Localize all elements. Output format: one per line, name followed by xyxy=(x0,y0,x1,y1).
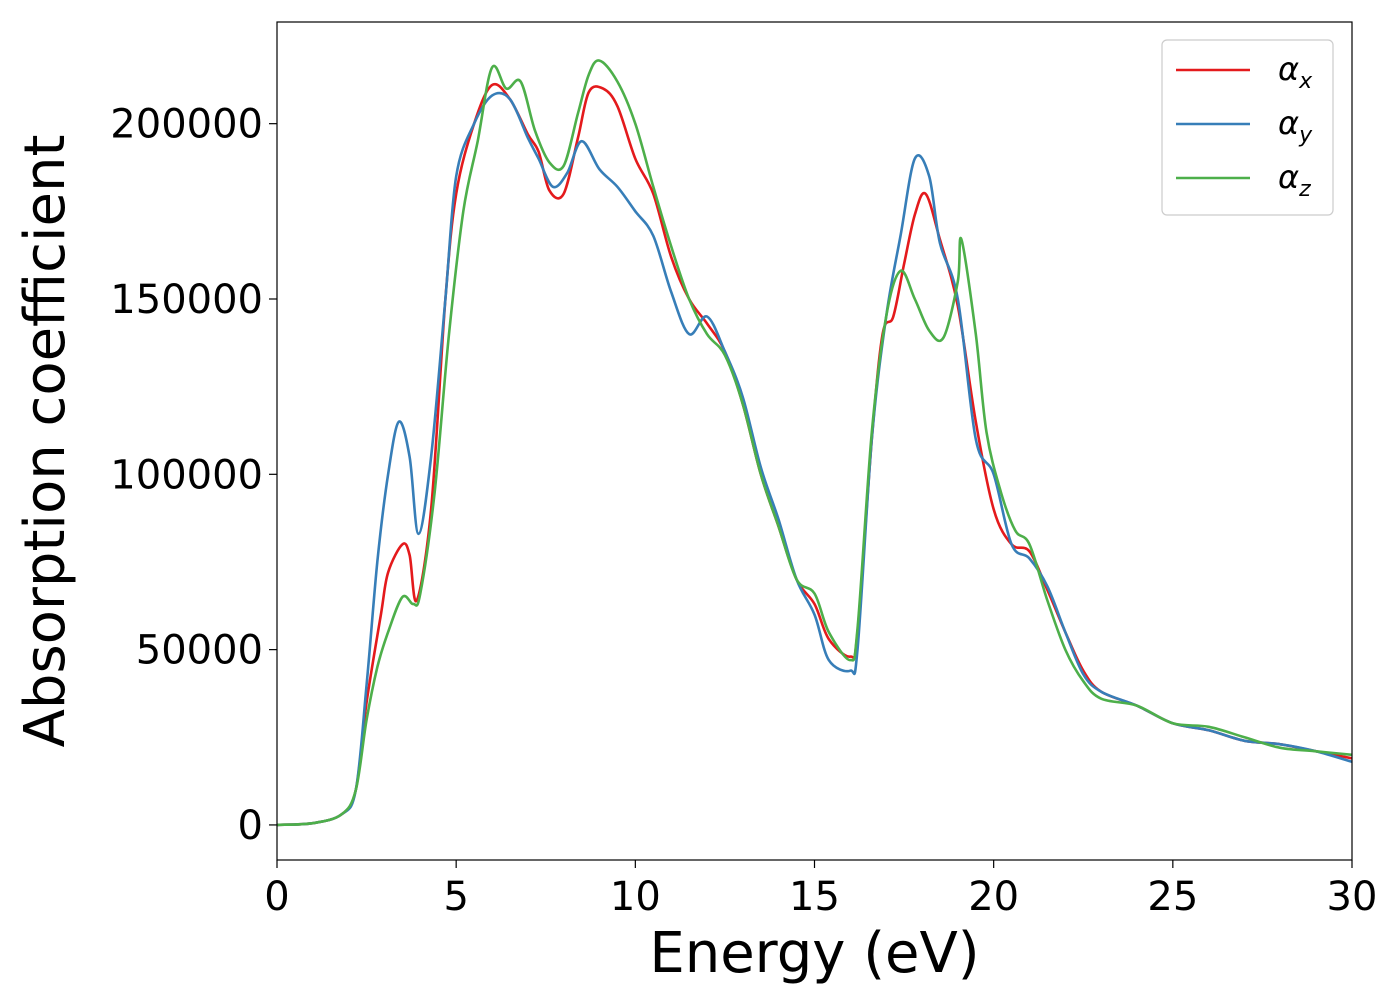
y-axis-ticks: 0 50000 100000 150000 200000 xyxy=(110,102,277,849)
x-axis-title: Energy (eV) xyxy=(649,921,979,986)
legend-label-y: αy xyxy=(1278,104,1313,148)
x-tick-label: 20 xyxy=(968,874,1019,920)
legend-box xyxy=(1161,39,1334,216)
x-tick-label: 0 xyxy=(264,874,289,920)
y-tick-label: 150000 xyxy=(110,277,263,323)
y-tick-label: 100000 xyxy=(110,452,263,498)
legend-label-z: αz xyxy=(1278,158,1311,202)
x-tick-label: 15 xyxy=(789,874,840,920)
x-tick-label: 25 xyxy=(1147,874,1198,920)
series-line-y xyxy=(277,91,1352,827)
series-layer xyxy=(277,59,1352,827)
y-tick-label: 50000 xyxy=(136,628,263,674)
legend: αx αy αz xyxy=(1161,39,1334,216)
x-tick-label: 5 xyxy=(443,874,468,920)
x-tick-label: 30 xyxy=(1327,874,1378,920)
y-tick-label: 200000 xyxy=(110,102,263,148)
y-axis-title: Absorption coefficient xyxy=(13,135,78,748)
x-tick-label: 10 xyxy=(610,874,661,920)
legend-label-x: αx xyxy=(1278,50,1313,94)
series-line-z xyxy=(277,59,1352,827)
y-tick-label: 0 xyxy=(238,803,263,849)
x-axis-ticks: 0 5 10 15 20 25 30 xyxy=(264,860,1377,920)
